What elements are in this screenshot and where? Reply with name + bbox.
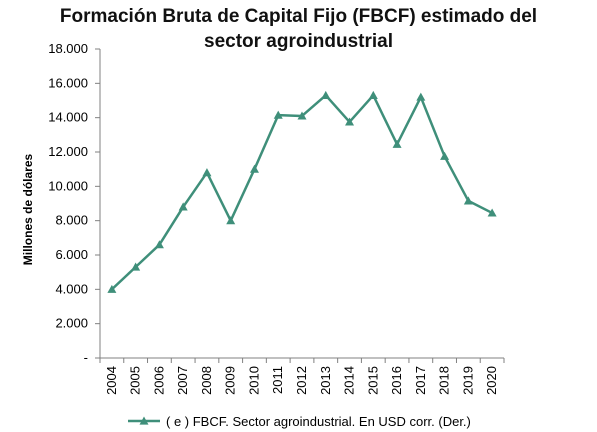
x-tick-label: 2006 (151, 366, 166, 395)
y-tick-label: - (84, 350, 88, 365)
data-point-marker (273, 110, 283, 119)
y-tick-label: 2.000 (55, 316, 88, 331)
x-tick-label: 2020 (484, 366, 499, 395)
y-tick-label: 4.000 (55, 281, 88, 296)
x-tick-label: 2017 (413, 366, 428, 395)
x-tick-label: 2019 (460, 366, 475, 395)
y-tick-label: 10.000 (48, 178, 88, 193)
chart-title-line-2: sector agroindustrial (204, 31, 393, 52)
x-tick-label: 2016 (389, 366, 404, 395)
x-tick-labels: 2004 2005 2006 2007 2008 2009 2010 2011 2012 2013… (104, 366, 499, 395)
y-tick-label: 6.000 (55, 247, 88, 262)
series-line (111, 94, 493, 291)
data-point-marker (202, 168, 212, 177)
data-point-marker (392, 139, 402, 148)
legend-marker (139, 416, 149, 425)
data-point-marker (440, 151, 450, 160)
data-point-marker (249, 164, 259, 173)
y-tick-label: 14.000 (48, 110, 88, 125)
data-point-marker (154, 240, 164, 249)
legend: ( e ) FBCF. Sector agroindustrial. En US… (128, 414, 471, 429)
data-series (107, 90, 497, 293)
x-tick-label: 2011 (270, 366, 285, 394)
x-tick-label: 2015 (365, 366, 380, 395)
data-point-marker (416, 92, 426, 101)
x-tick-label: 2013 (318, 366, 333, 395)
data-point-marker (297, 111, 307, 120)
data-point-marker (463, 196, 473, 205)
data-point-marker (345, 117, 355, 126)
x-tick-label: 2018 (437, 366, 452, 395)
x-tick-label: 2009 (223, 366, 238, 395)
x-tick-label: 2014 (342, 366, 357, 395)
y-tick-label: 16.000 (48, 75, 88, 90)
y-tick-label: 8.000 (55, 213, 88, 228)
data-point-marker (321, 90, 331, 99)
data-point-marker (131, 262, 141, 271)
data-point-marker (107, 284, 117, 293)
data-point-marker (178, 202, 188, 211)
chart-title: Formación Bruta de Capital Fijo (FBCF) e… (0, 4, 597, 54)
data-point-marker (487, 208, 497, 217)
x-tick-label: 2010 (246, 366, 261, 395)
x-tick-label: 2004 (104, 366, 119, 395)
y-tick-label: 18.000 (48, 41, 88, 56)
y-tick-labels: - 2.000 4.000 6.000 8.000 10.000 12.000 14.000 1… (48, 41, 88, 365)
y-tick-label: 12.000 (48, 144, 88, 159)
chart-axes (95, 48, 505, 363)
data-point-marker (226, 216, 236, 225)
x-tick-label: 2007 (175, 366, 190, 395)
x-tick-label: 2012 (294, 366, 309, 395)
legend-label: ( e ) FBCF. Sector agroindustrial. En US… (166, 414, 471, 429)
data-point-marker (368, 90, 378, 99)
x-tick-label: 2005 (128, 366, 143, 395)
chart-title-line-1: Formación Bruta de Capital Fijo (FBCF) e… (59, 6, 538, 27)
x-tick-label: 2008 (199, 366, 214, 395)
y-axis-label: Millones de dólares (21, 153, 35, 265)
